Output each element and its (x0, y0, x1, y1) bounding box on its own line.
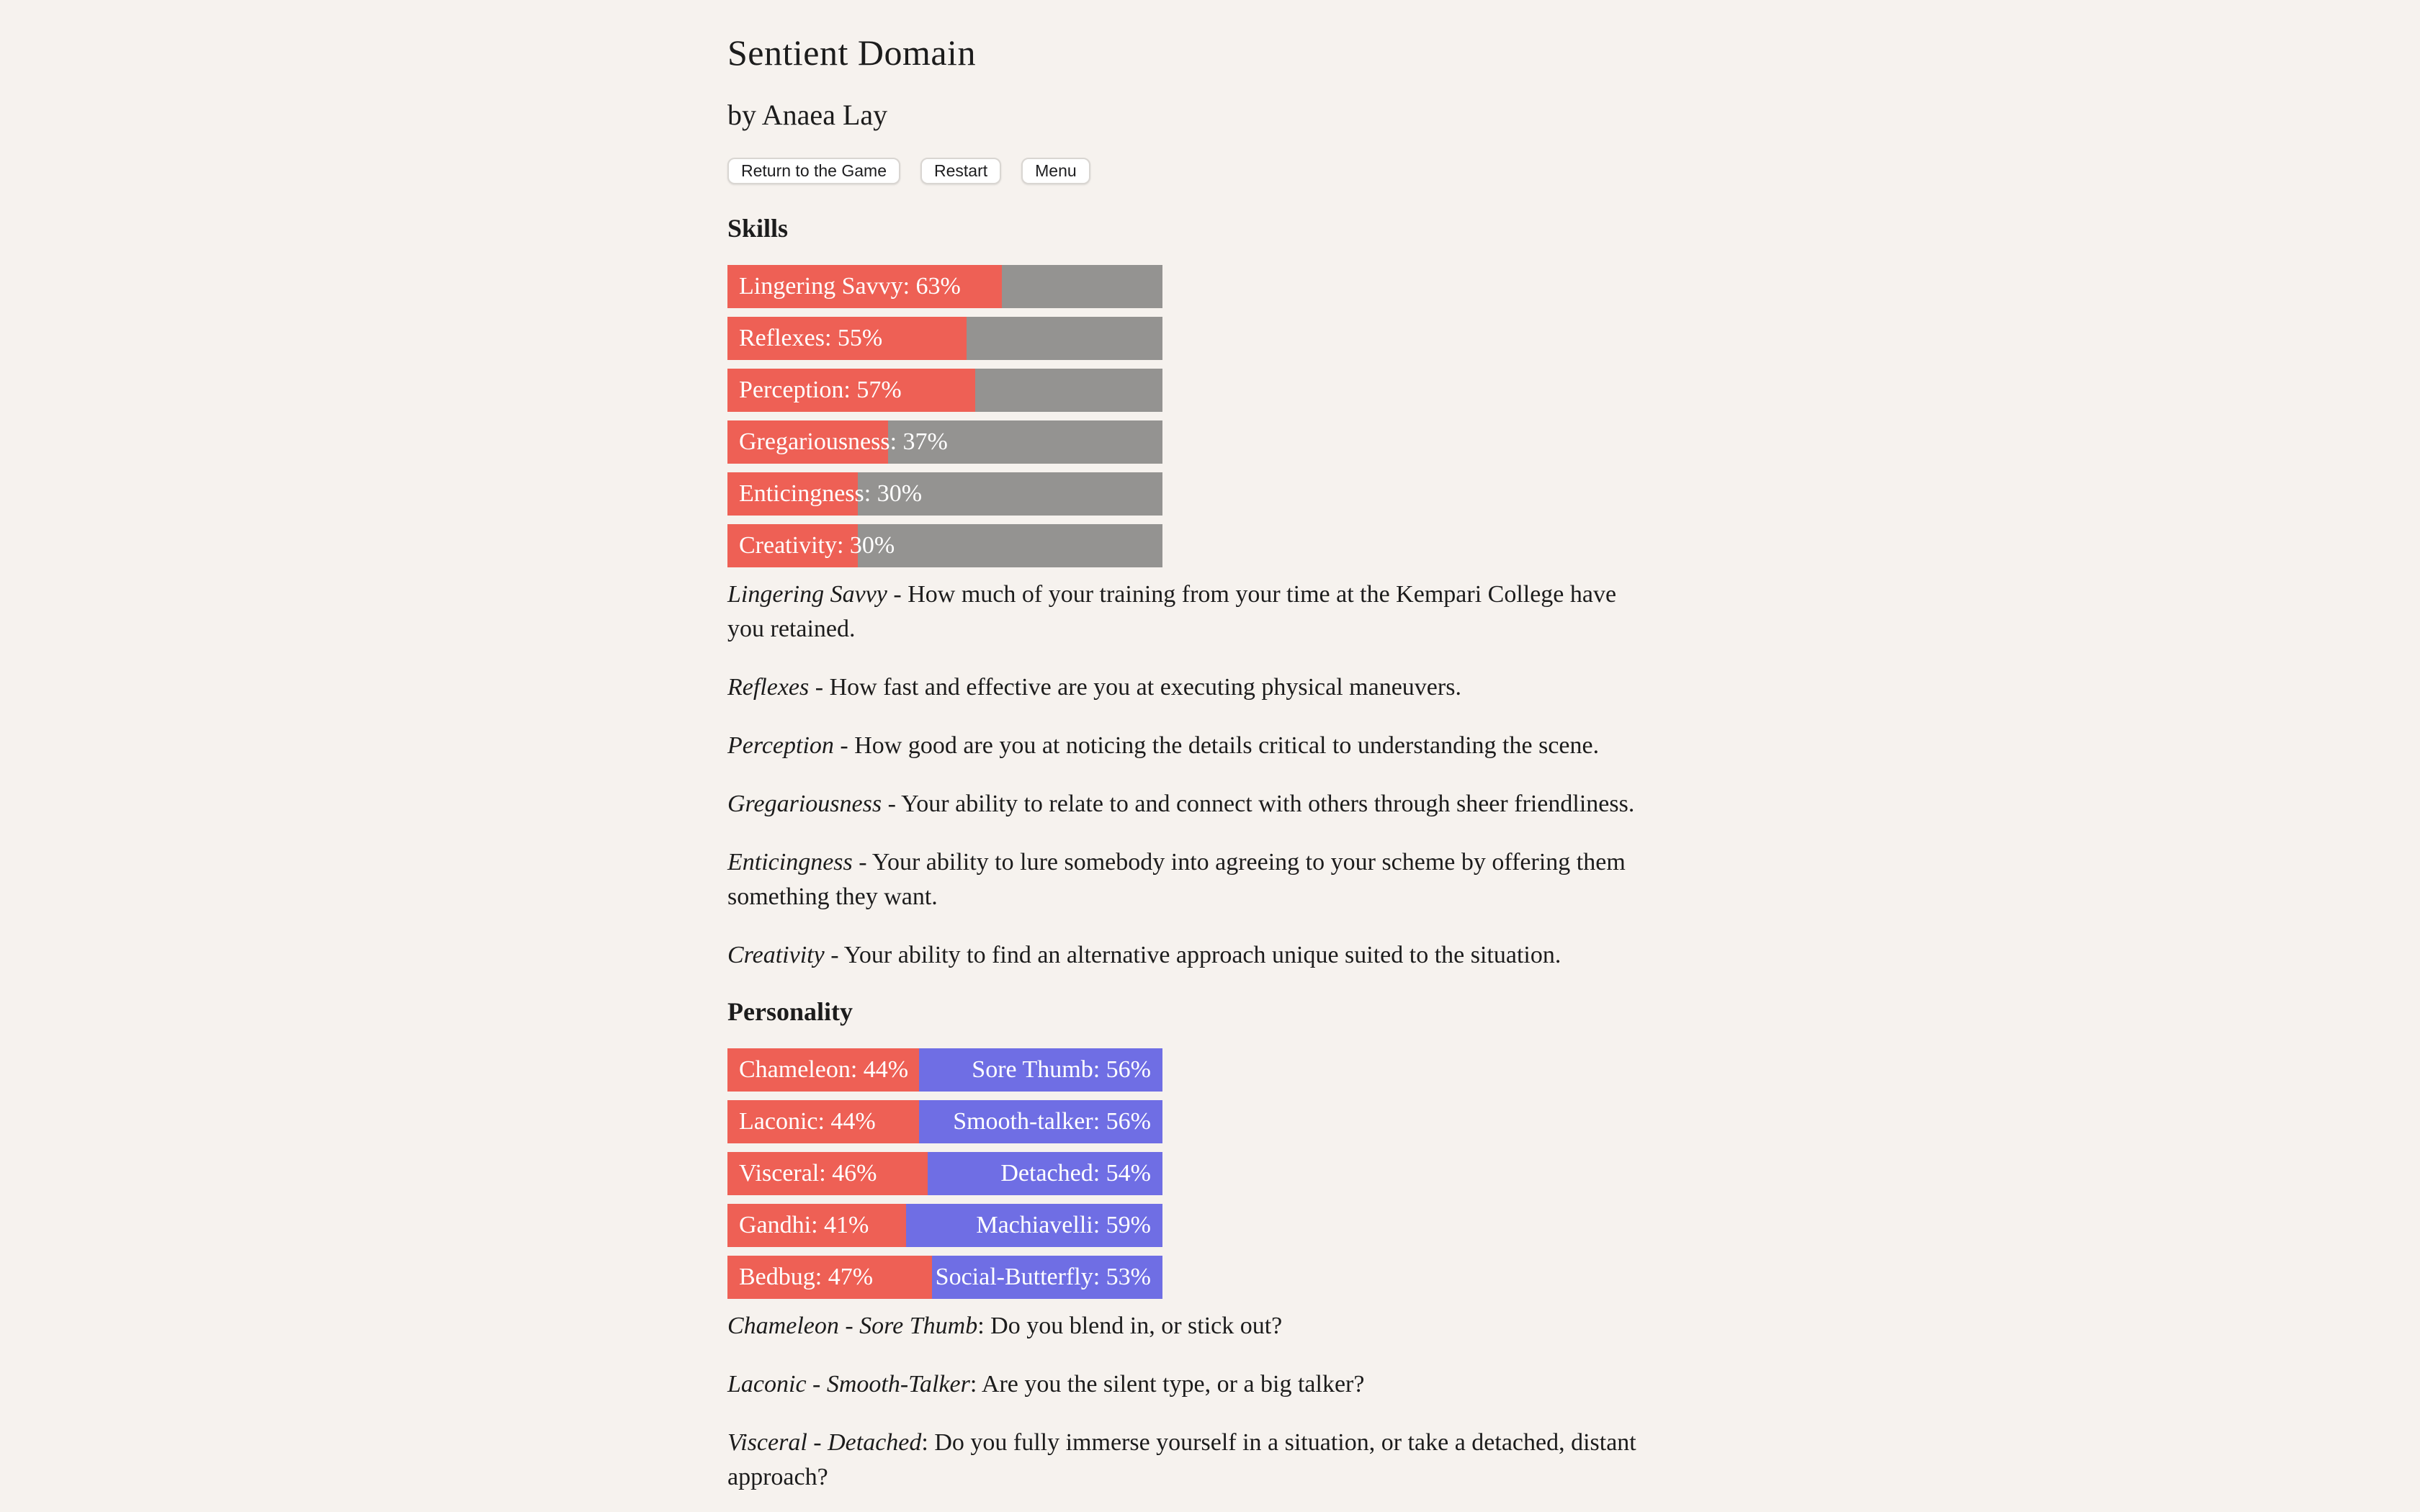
personality-left-label: Bedbug: 47% (739, 1264, 874, 1290)
personality-right-segment: Social-Butterfly: 53% (931, 1256, 1162, 1299)
personality-left-segment: Bedbug: 47% (727, 1256, 932, 1299)
personality-right-label: Smooth-talker: 56% (953, 1108, 1151, 1135)
skill-description-text: - How much of your training from your ti… (887, 581, 1617, 608)
personality-bar-row: Gandhi: 41% Machiavelli: 59% (727, 1204, 1162, 1247)
toolbar: Return to the Game Restart Menu (727, 158, 1693, 184)
personality-term: Visceral - Detached (727, 1429, 922, 1456)
skill-bar-label: Gregariousness: 37% (739, 428, 948, 455)
personality-description: Visceral - Detached: Do you fully immers… (727, 1426, 1693, 1495)
skill-description-text: - Your ability to lure somebody into agr… (852, 849, 1626, 876)
personality-right-segment: Sore Thumb: 56% (918, 1048, 1162, 1092)
skill-term: Reflexes (727, 674, 810, 701)
skill-term: Creativity (727, 942, 825, 968)
skill-bar-label: Lingering Savvy: 63% (739, 273, 961, 300)
skill-term: Enticingness (727, 849, 853, 876)
personality-bar-row: Laconic: 44% Smooth-talker: 56% (727, 1100, 1162, 1143)
stats-page: Sentient Domain by Anaea Lay Return to t… (727, 0, 1693, 1495)
skill-description: Perception - How good are you at noticin… (727, 729, 1693, 763)
personality-left-segment: Laconic: 44% (727, 1100, 919, 1143)
personality-bar-row: Bedbug: 47% Social-Butterfly: 53% (727, 1256, 1162, 1299)
personality-left-label: Gandhi: 41% (739, 1212, 869, 1238)
personality-right-label: Machiavelli: 59% (976, 1212, 1151, 1238)
skill-bar-label: Enticingness: 30% (739, 480, 923, 507)
skill-term: Gregariousness (727, 791, 882, 817)
skill-bar-row: Perception: 57% (727, 369, 1162, 412)
skill-description-text: - How fast and effective are you at exec… (809, 674, 1461, 701)
personality-description: Laconic - Smooth-Talker: Are you the sil… (727, 1367, 1693, 1402)
personality-heading: Personality (727, 997, 853, 1026)
personality-left-label: Visceral: 46% (739, 1160, 877, 1187)
personality-description-text: : Do you fully immerse yourself in a sit… (921, 1429, 1636, 1456)
personality-left-segment: Visceral: 46% (727, 1152, 928, 1195)
return-to-game-button[interactable]: Return to the Game (727, 158, 900, 184)
skill-bar-fill (727, 265, 1002, 308)
skill-bar-row: Reflexes: 55% (727, 317, 1162, 360)
restart-button[interactable]: Restart (920, 158, 1002, 184)
skill-description-text: - Your ability to relate to and connect … (882, 791, 1635, 817)
menu-button[interactable]: Menu (1021, 158, 1090, 184)
skill-description: Creativity - Your ability to find an alt… (727, 938, 1693, 973)
personality-right-segment: Detached: 54% (927, 1152, 1162, 1195)
personality-right-segment: Machiavelli: 59% (905, 1204, 1162, 1247)
personality-bar-row: Chameleon: 44% Sore Thumb: 56% (727, 1048, 1162, 1092)
personality-chart: Chameleon: 44% Sore Thumb: 56% Laconic: … (727, 1048, 1162, 1299)
skill-description: Lingering Savvy - How much of your train… (727, 577, 1693, 647)
skill-description-text: something they want. (727, 883, 938, 910)
skill-bar-fill (727, 472, 859, 516)
skill-description-text: - How good are you at noticing the detai… (833, 732, 1600, 759)
skill-bar-label: Reflexes: 55% (739, 325, 883, 351)
personality-description-text: : Are you the silent type, or a big talk… (969, 1371, 1365, 1398)
byline: by Anaea Lay (727, 99, 888, 131)
personality-right-label: Sore Thumb: 56% (972, 1056, 1151, 1083)
skill-bar-fill (727, 317, 967, 360)
skill-bar-fill (727, 420, 889, 464)
personality-left-label: Chameleon: 44% (739, 1056, 909, 1083)
personality-description-text: approach? (727, 1464, 828, 1490)
personality-right-segment: Smooth-talker: 56% (918, 1100, 1162, 1143)
skill-bar-row: Lingering Savvy: 63% (727, 265, 1162, 308)
personality-description-text: : Do you blend in, or stick out? (977, 1313, 1283, 1339)
skill-description: Gregariousness - Your ability to relate … (727, 787, 1693, 822)
personality-term: Laconic - Smooth-Talker (727, 1371, 970, 1398)
personality-right-label: Detached: 54% (1000, 1160, 1151, 1187)
skill-description-text: you retained. (727, 616, 856, 642)
personality-left-label: Laconic: 44% (739, 1108, 876, 1135)
personality-left-segment: Chameleon: 44% (727, 1048, 919, 1092)
skill-bar-label: Perception: 57% (739, 377, 902, 403)
skill-bar-row: Creativity: 30% (727, 524, 1162, 567)
personality-description: Chameleon - Sore Thumb: Do you blend in,… (727, 1309, 1693, 1344)
skill-bar-fill (727, 369, 976, 412)
skills-chart: Lingering Savvy: 63% Reflexes: 55% Perce… (727, 265, 1162, 567)
personality-term: Chameleon - Sore Thumb (727, 1313, 978, 1339)
page-title: Sentient Domain (727, 32, 976, 73)
skills-heading: Skills (727, 214, 789, 243)
skill-description: Reflexes - How fast and effective are yo… (727, 670, 1693, 705)
skill-term: Perception (727, 732, 834, 759)
skill-term: Lingering Savvy (727, 581, 887, 608)
personality-left-segment: Gandhi: 41% (727, 1204, 906, 1247)
personality-bar-row: Visceral: 46% Detached: 54% (727, 1152, 1162, 1195)
skill-description-text: - Your ability to find an alternative ap… (824, 942, 1561, 968)
skill-description: Enticingness - Your ability to lure some… (727, 845, 1693, 914)
skill-bar-label: Creativity: 30% (739, 532, 895, 559)
skill-bar-fill (727, 524, 859, 567)
skill-bar-row: Enticingness: 30% (727, 472, 1162, 516)
personality-right-label: Social-Butterfly: 53% (935, 1264, 1151, 1290)
skill-bar-row: Gregariousness: 37% (727, 420, 1162, 464)
